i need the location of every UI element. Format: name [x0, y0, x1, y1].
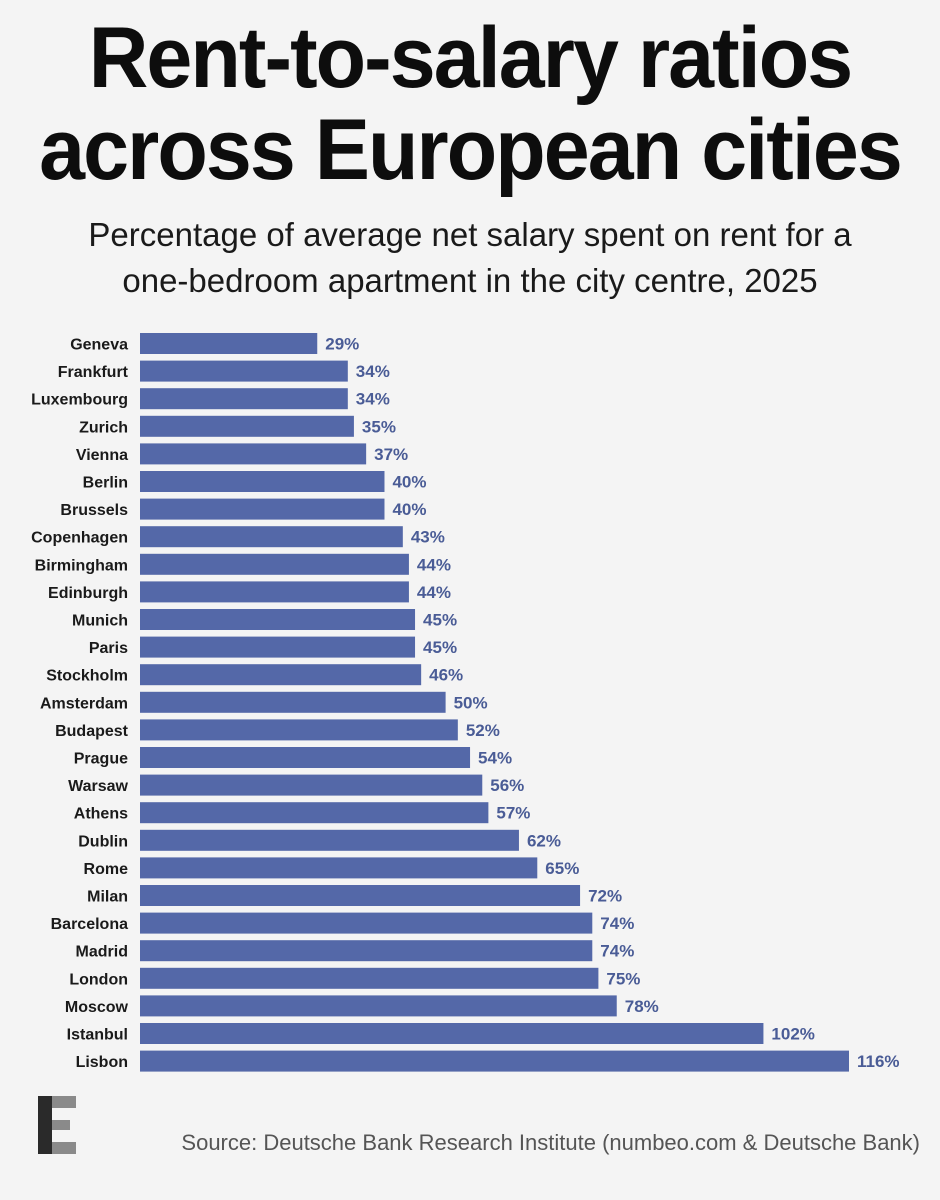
value-label: 72%: [588, 887, 622, 906]
value-label: 40%: [392, 500, 426, 519]
bar: [140, 1050, 849, 1072]
bar: [140, 471, 385, 492]
category-label: Moscow: [65, 999, 129, 1016]
subtitle-line-2: one-bedroom apartment in the city centre…: [122, 262, 818, 299]
category-label: Barcelona: [51, 916, 128, 933]
category-label: Prague: [74, 751, 128, 768]
bar-chart: Geneva 29% Frankfurt 34% Luxembourg 34% Zurich…: [31, 333, 900, 1072]
chart-subtitle: Percentage of average net salary spent o…: [0, 212, 940, 304]
category-label: Brussels: [60, 502, 128, 519]
bar: [140, 747, 471, 768]
value-label: 35%: [362, 417, 396, 436]
bar: [140, 857, 538, 879]
value-label: 52%: [466, 721, 500, 740]
value-label: 54%: [478, 749, 512, 768]
category-label: Budapest: [55, 723, 129, 740]
category-label: Istanbul: [67, 1027, 128, 1044]
value-label: 29%: [325, 335, 359, 354]
category-label: Milan: [87, 889, 128, 906]
category-label: Luxembourg: [31, 392, 128, 409]
bar: [140, 719, 458, 741]
value-label: 116%: [857, 1052, 900, 1071]
bar: [140, 581, 409, 603]
bar: [140, 691, 446, 713]
category-label: Vienna: [76, 447, 128, 464]
category-label: Edinburgh: [48, 585, 128, 602]
category-label: Munich: [72, 613, 128, 630]
value-label: 45%: [423, 638, 457, 657]
bar: [140, 388, 348, 410]
title-line-2: across European cities: [39, 102, 903, 198]
bar: [140, 885, 581, 906]
value-label: 74%: [600, 914, 634, 933]
value-label: 46%: [429, 666, 463, 685]
bar: [140, 995, 617, 1017]
category-label: Warsaw: [68, 778, 128, 795]
bar: [140, 636, 416, 658]
value-label: 44%: [417, 555, 451, 574]
value-label: 50%: [454, 693, 488, 712]
category-label: Amsterdam: [40, 695, 128, 712]
value-label: 40%: [392, 473, 426, 492]
subtitle-line-1: Percentage of average net salary spent o…: [88, 216, 852, 253]
chart-title: Rent-to-salary ratios across European ci…: [19, 12, 921, 196]
value-label: 45%: [423, 611, 457, 630]
category-label: Berlin: [83, 475, 128, 492]
bar: [140, 553, 409, 575]
category-label: Rome: [84, 861, 129, 878]
category-label: Dublin: [78, 833, 128, 850]
category-label: Copenhagen: [31, 530, 128, 547]
bar: [140, 664, 422, 686]
value-label: 65%: [545, 859, 579, 878]
category-label: Zurich: [79, 419, 128, 436]
bar: [140, 967, 599, 989]
bar: [140, 802, 489, 824]
bar: [140, 415, 354, 437]
category-label: Paris: [89, 640, 128, 657]
category-label: Stockholm: [46, 668, 128, 685]
value-label: 62%: [527, 831, 561, 850]
source-note: Source: Deutsche Bank Research Institute…: [181, 1130, 920, 1155]
category-label: Geneva: [70, 337, 128, 354]
value-label: 75%: [606, 969, 640, 988]
bar: [140, 774, 483, 796]
value-label: 43%: [411, 528, 445, 547]
value-label: 102%: [771, 1025, 814, 1044]
title-line-1: Rent-to-salary ratios: [88, 10, 853, 106]
value-label: 74%: [600, 942, 634, 961]
category-label: Frankfurt: [58, 364, 129, 381]
bar: [140, 360, 348, 382]
bar: [140, 609, 416, 630]
bar: [140, 829, 519, 851]
category-label: London: [69, 971, 128, 988]
bar: [140, 912, 593, 934]
bar: [140, 498, 385, 520]
category-label: Madrid: [76, 944, 128, 961]
e-logo-icon: [38, 1096, 76, 1154]
value-label: 57%: [496, 804, 530, 823]
value-label: 78%: [625, 997, 659, 1016]
bar: [140, 333, 318, 354]
value-label: 34%: [356, 362, 390, 381]
value-label: 34%: [356, 390, 390, 409]
category-label: Athens: [74, 806, 128, 823]
value-label: 56%: [490, 776, 524, 795]
bar: [140, 443, 367, 465]
value-label: 37%: [374, 445, 408, 464]
category-label: Lisbon: [76, 1054, 128, 1071]
bar: [140, 940, 593, 962]
category-label: Birmingham: [35, 557, 128, 574]
value-label: 44%: [417, 583, 451, 602]
bar: [140, 526, 403, 548]
bar: [140, 1023, 764, 1044]
